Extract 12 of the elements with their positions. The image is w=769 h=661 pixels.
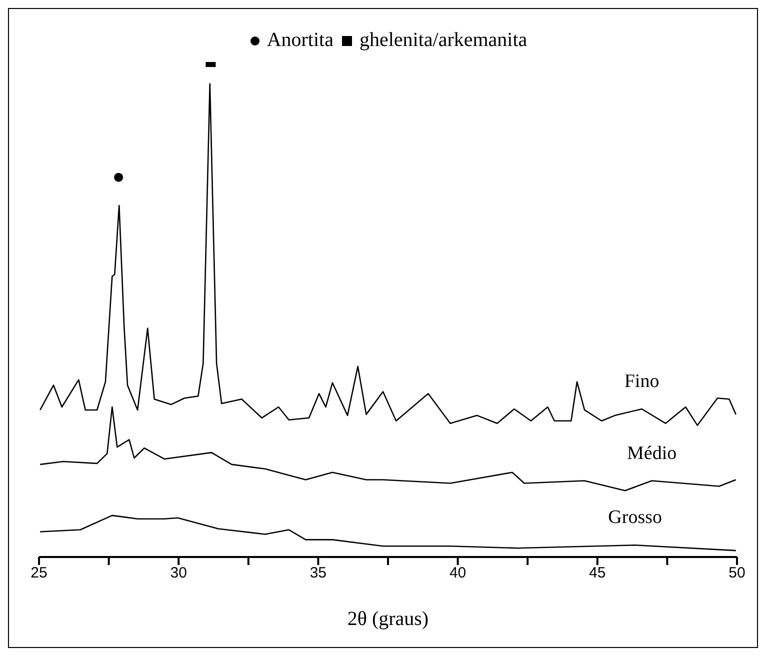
x-tick-label: 50 [728,564,746,582]
x-tick-label: 40 [449,564,466,582]
series-label: Médio [627,442,677,464]
series-label: Grosso [608,507,662,528]
x-tick-label: 25 [30,564,48,582]
legend-label: ghelenita/arkemanita [359,29,528,52]
legend-label: Anortita [266,29,334,52]
series-label: Fino [624,370,660,392]
x-tick-label: 30 [170,564,187,582]
x-tick-label: 35 [310,564,327,582]
x-tick-label: 45 [589,564,606,582]
x-axis-title: 2θ (graus) [347,608,429,630]
